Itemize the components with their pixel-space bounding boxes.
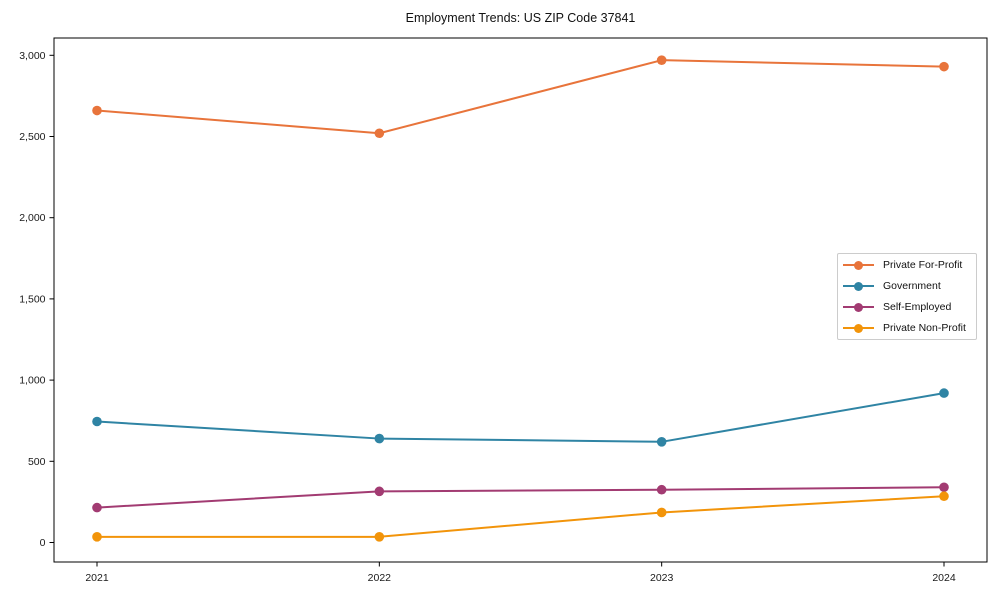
y-tick-label: 1,500 (19, 293, 45, 305)
data-point-private-non-profit (374, 532, 385, 542)
data-point-self-employed (656, 484, 667, 495)
data-point-private-for-profit (656, 55, 667, 65)
legend-line-marker-icon (843, 302, 874, 312)
legend-label: Private Non-Profit (883, 322, 966, 334)
legend-label: Government (883, 280, 941, 292)
legend-label: Self-Employed (883, 301, 952, 313)
data-point-private-non-profit (92, 532, 102, 542)
x-tick-label: 2024 (932, 572, 956, 584)
legend: Private For-Profit Government Self-Employe… (837, 253, 977, 340)
data-point-private-for-profit (374, 128, 385, 139)
y-tick-label: 2,000 (19, 212, 45, 224)
data-point-government (939, 388, 949, 398)
data-point-private-for-profit (939, 61, 949, 72)
legend-entry: Government (843, 276, 976, 297)
y-tick-label: 0 (40, 537, 46, 549)
x-tick-label: 2021 (85, 572, 109, 584)
legend-line-marker-icon (843, 281, 874, 291)
series-line-private-for-profit (96, 59, 945, 135)
y-tick-label: 2,500 (19, 131, 45, 143)
legend-line-marker-icon (843, 323, 874, 333)
series-line-self-employed (96, 486, 945, 509)
legend-entry: Private Non-Profit (843, 318, 976, 339)
y-tick-label: 1,000 (19, 375, 45, 387)
data-point-private-for-profit (92, 105, 102, 116)
legend-line-marker-icon (843, 260, 874, 270)
y-tick-label: 3,000 (19, 50, 45, 62)
data-point-government (656, 437, 667, 447)
chart-title: Employment Trends: US ZIP Code 37841 (405, 11, 636, 25)
y-tick-label: 500 (28, 456, 46, 468)
data-point-self-employed (92, 502, 102, 513)
data-point-private-non-profit (939, 491, 949, 502)
x-tick-label: 2022 (368, 572, 392, 584)
series-line-government (96, 392, 945, 443)
data-point-government (374, 433, 385, 444)
legend-label: Private For-Profit (883, 259, 963, 271)
data-point-government (92, 416, 102, 427)
legend-entry: Private For-Profit (843, 255, 976, 276)
legend-entry: Self-Employed (843, 297, 976, 318)
data-point-self-employed (374, 486, 385, 497)
series-line-private-non-profit (97, 495, 945, 538)
data-point-self-employed (939, 482, 949, 493)
data-point-private-non-profit (656, 507, 667, 518)
plot-frame (53, 37, 988, 563)
x-tick-label: 2023 (650, 572, 674, 584)
